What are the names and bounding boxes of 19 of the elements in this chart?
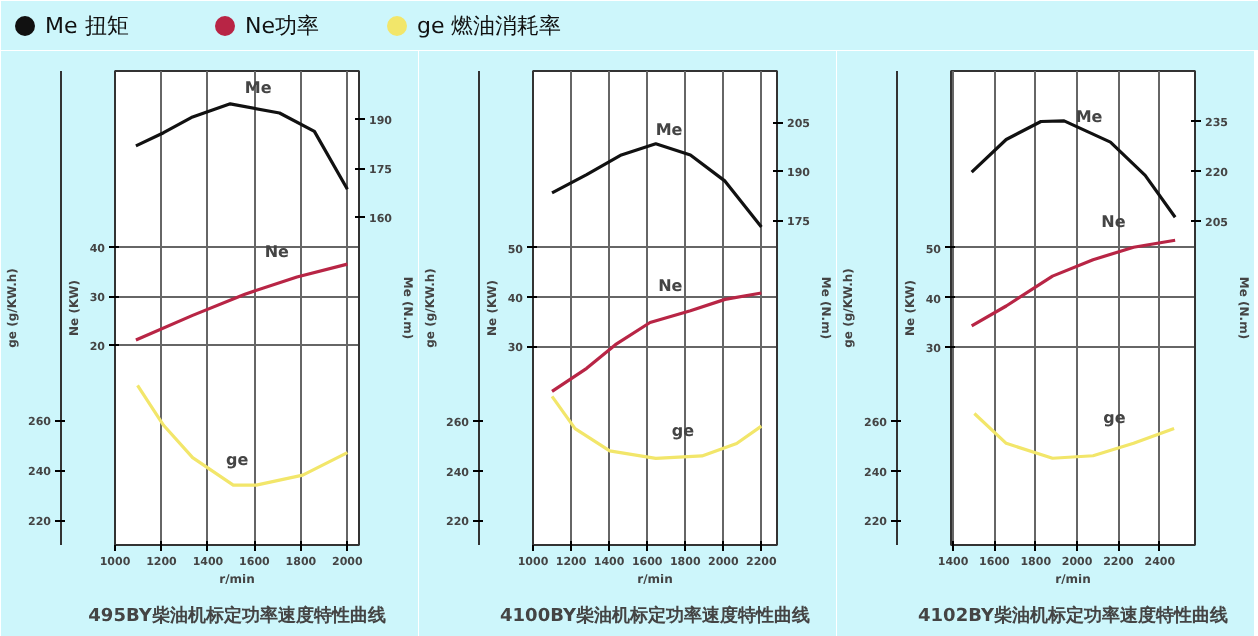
line-series xyxy=(970,119,1177,219)
annotation: Ne xyxy=(264,242,291,261)
legend-label: Ne功率 xyxy=(245,13,319,39)
line-series xyxy=(550,394,763,460)
line-series xyxy=(972,411,1176,460)
annotation: ge xyxy=(225,451,250,470)
line-series xyxy=(550,142,763,229)
text: 4102BY柴油机标定功率速度特性曲线 xyxy=(918,605,1228,627)
line-series xyxy=(134,102,349,191)
legend-label: ge 燃油消耗率 xyxy=(417,13,562,39)
legend-label: Me 扭矩 xyxy=(45,13,129,39)
line-series xyxy=(550,291,763,394)
line-series xyxy=(135,383,349,487)
annotation: Ne xyxy=(658,276,684,295)
annotation: Me xyxy=(655,120,684,139)
line-series xyxy=(970,238,1177,328)
text: 4100BY柴油机标定功率速度特性曲线 xyxy=(500,605,810,627)
line-series xyxy=(134,262,349,342)
text: 495BY柴油机标定功率速度特性曲线 xyxy=(88,605,386,627)
